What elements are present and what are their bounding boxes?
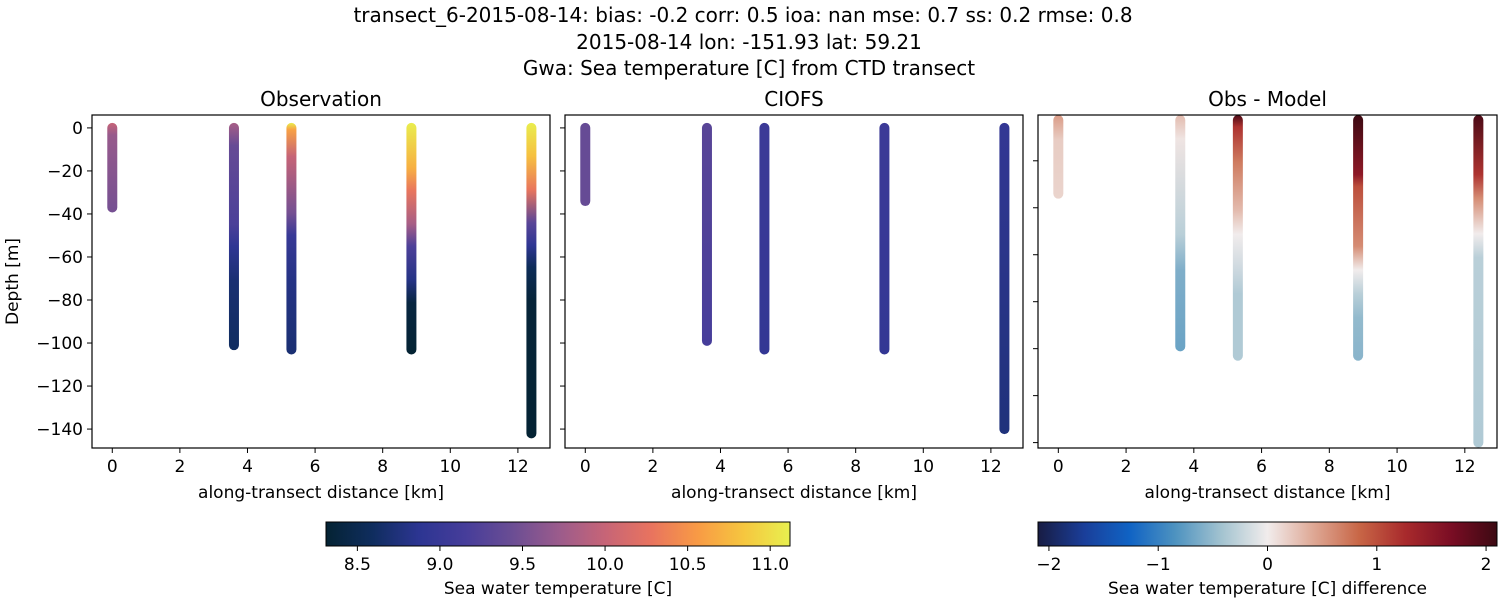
y-tick-label: −140: [36, 420, 83, 440]
x-tick-label: 0: [1053, 457, 1064, 477]
x-tick-label: 0: [107, 457, 118, 477]
x-tick-label: 4: [715, 457, 726, 477]
profile-obs-minus-model-1: [1175, 115, 1186, 352]
colorbar-thermal: 8.5 9.0 9.5 10.0 10.5 11.0 Sea water temperatu…: [325, 521, 791, 599]
x-tick-label: 10: [439, 457, 461, 477]
y-tick-label: −40: [47, 205, 83, 225]
y-tick-label: 0: [72, 119, 83, 139]
profile-ciofs-3: [879, 122, 890, 355]
x-axis-label: along-transect distance [km]: [198, 483, 444, 503]
profile-obs-minus-model-3: [1353, 115, 1364, 361]
profile-observation-3: [406, 122, 417, 355]
x-tick-label: 6: [783, 457, 794, 477]
colorbar-tick-label: −1: [1146, 555, 1171, 575]
suptitle-line-2: 2015-08-14 lon: -151.93 lat: 59.21: [576, 30, 922, 54]
profile-ciofs-1: [701, 122, 712, 346]
axes-frame: [1037, 114, 1498, 449]
profile-obs-minus-model-2: [1232, 115, 1243, 361]
colorbar-tick-label: 1: [1371, 555, 1382, 575]
profile-observation-1: [228, 122, 239, 351]
x-tick-label: 2: [174, 457, 185, 477]
panel-ciofs: 0 2 4 6 8 10 12 CIOFS along-transect distance [k…: [560, 87, 1024, 503]
colorbar-tick-label: 0: [1262, 555, 1273, 575]
x-tick-label: 8: [1324, 457, 1335, 477]
x-tick-label: 0: [580, 457, 591, 477]
panel-title: Obs - Model: [1208, 87, 1327, 111]
x-tick-label: 8: [850, 457, 861, 477]
colorbar-tick-label: 10.0: [586, 555, 624, 575]
colorbar-label: Sea water temperature [C] difference: [1108, 579, 1427, 599]
profile-obs-minus-model-4: [1473, 115, 1484, 448]
colorbar-tick-label: 11.0: [751, 555, 789, 575]
x-tick-label: 2: [1121, 457, 1132, 477]
y-tick-label: −60: [47, 248, 83, 268]
colorbar-label: Sea water temperature [C]: [444, 579, 672, 599]
axes-frame: [91, 114, 551, 449]
x-tick-label: 6: [1256, 457, 1267, 477]
panel-observation: 0 2 4 6 8 10 12 0 −20 −40 −60 −80 −100 −120 −140 Observ…: [3, 87, 551, 503]
profile-ciofs-4: [999, 122, 1010, 435]
panel-title: CIOFS: [764, 87, 823, 111]
x-tick-label: 8: [377, 457, 388, 477]
x-tick-label: 12: [980, 457, 1002, 477]
suptitle-line-1: transect_6-2015-08-14: bias: -0.2 corr: …: [353, 3, 1132, 27]
colorbar-tick-label: −2: [1036, 555, 1061, 575]
profile-ciofs-2: [759, 122, 770, 355]
x-tick-label: 10: [1386, 457, 1408, 477]
x-tick-label: 12: [507, 457, 529, 477]
colorbar-tick-label: 10.5: [669, 555, 707, 575]
profile-ciofs-0: [580, 122, 591, 207]
x-axis-label: along-transect distance [km]: [671, 483, 917, 503]
colorbar-gradient: [325, 521, 791, 547]
profile-obs-minus-model-0: [1053, 115, 1064, 199]
colorbar-tick-label: 8.5: [344, 555, 371, 575]
x-tick-label: 10: [912, 457, 934, 477]
colorbar-tick-label: 9.5: [509, 555, 536, 575]
suptitle-line-3: Gwa: Sea temperature [C] from CTD transe…: [523, 56, 975, 80]
axes-frame: [564, 114, 1024, 449]
colorbar-gradient: [1037, 521, 1498, 547]
panel-title: Observation: [260, 87, 382, 111]
profile-observation-0: [107, 122, 118, 213]
profile-observation-2: [286, 122, 297, 355]
y-axis-label: Depth [m]: [3, 238, 23, 325]
x-tick-label: 4: [1188, 457, 1199, 477]
y-tick-label: −120: [36, 377, 83, 397]
y-tick-label: −80: [47, 291, 83, 311]
x-tick-label: 2: [647, 457, 658, 477]
x-tick-label: 6: [310, 457, 321, 477]
colorbar-tick-label: 9.0: [426, 555, 453, 575]
colorbar-balance: −2 −1 0 1 2 Sea water temperature [C] differe…: [1036, 521, 1498, 599]
x-tick-label: 12: [1454, 457, 1476, 477]
y-tick-label: −20: [47, 162, 83, 182]
panel-obs-minus-model: 0 2 4 6 8 10 12 Obs - Model along-transect dista…: [1033, 87, 1498, 503]
profile-observation-4: [526, 122, 537, 439]
x-axis-label: along-transect distance [km]: [1145, 483, 1391, 503]
colorbar-tick-label: 2: [1481, 555, 1492, 575]
x-tick-label: 4: [242, 457, 253, 477]
y-tick-label: −100: [36, 334, 83, 354]
